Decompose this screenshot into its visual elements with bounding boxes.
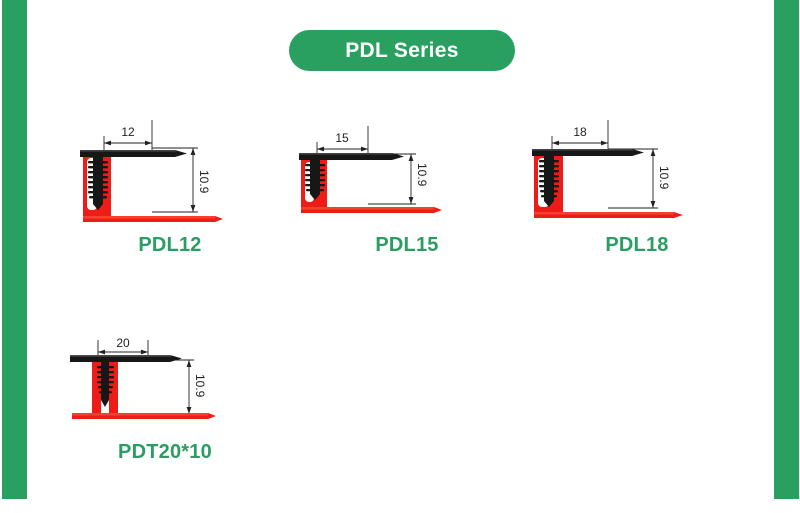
product-catalog-page: PDL Series 12 10.9: [0, 0, 800, 499]
product-card-pdl12[interactable]: 12 10.9: [55, 108, 285, 293]
product-card-pdl18[interactable]: 18 10.9: [522, 108, 752, 293]
page-title: PDL Series: [345, 38, 459, 62]
profile-drawing-pdt20x10: 20 10.9: [50, 328, 280, 468]
width-dimension-label: 18: [573, 125, 587, 139]
t-insert-icon: [532, 149, 644, 207]
right-green-band: [774, 0, 799, 499]
height-dimension-label: 10.9: [197, 170, 211, 194]
profile-drawing-pdl15: 15 10.9: [292, 108, 522, 248]
left-green-band: [2, 0, 27, 499]
height-dimension-label: 10.9: [415, 163, 429, 187]
width-dimension-label: 20: [116, 336, 130, 350]
profile-drawing-pdl12: 12 10.9: [55, 108, 285, 248]
t-insert-icon: [80, 150, 187, 210]
width-dimension-label: 12: [121, 125, 135, 139]
t-insert-icon: [70, 355, 182, 407]
height-dimension-label: 10.9: [657, 166, 671, 190]
t-insert-icon: [299, 153, 404, 200]
l-profile-icon: [72, 360, 216, 419]
product-label: PDL15: [375, 234, 439, 256]
product-label: PDL18: [605, 234, 669, 256]
width-dimension-label: 15: [335, 131, 349, 145]
product-label: PDL12: [138, 234, 202, 256]
product-label: PDT20*10: [118, 441, 212, 463]
product-card-pdt20x10[interactable]: 20 10.9: [50, 328, 280, 513]
height-dimension-label: 10.9: [193, 374, 207, 398]
profile-drawing-pdl18: 18 10.9: [522, 108, 752, 248]
series-title-badge: PDL Series: [289, 30, 515, 71]
product-card-pdl15[interactable]: 15 10.9: [292, 108, 522, 293]
